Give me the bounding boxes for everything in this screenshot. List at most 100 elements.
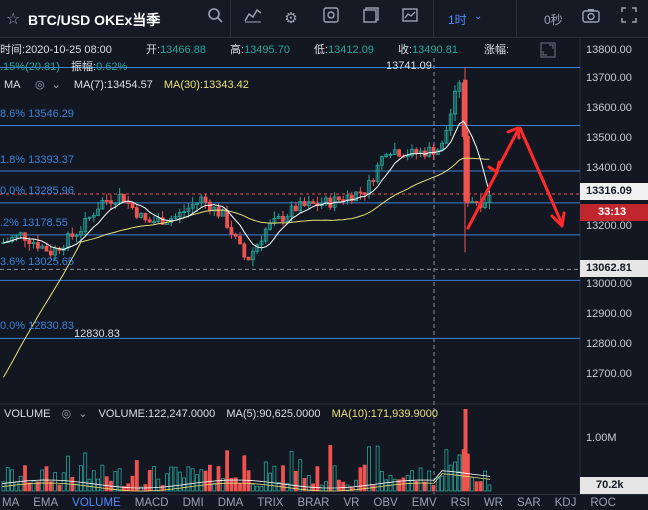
chevron-down-icon[interactable]: ⌄: [474, 11, 483, 22]
volume-bar: [207, 464, 212, 492]
volume-bar: [444, 449, 449, 492]
expand-icon[interactable]: [540, 42, 556, 61]
chevron-down-icon[interactable]: ⌄: [78, 408, 88, 420]
time-value: 2020-10-25 08:00: [25, 44, 112, 56]
tab-ema[interactable]: EMA: [33, 497, 59, 509]
candle: [160, 217, 165, 225]
volume-bar: [478, 481, 483, 492]
volume-bar: [250, 484, 255, 492]
volume-bar: [14, 481, 19, 492]
compare-chart-icon[interactable]: [397, 6, 423, 32]
volume-bar: [74, 483, 79, 492]
open-value: 13466.88: [160, 44, 206, 56]
candle: [130, 202, 135, 209]
camera-icon[interactable]: [578, 6, 604, 32]
eye-icon[interactable]: ◎: [61, 408, 72, 420]
volume-last-tag: 70.2k: [580, 477, 648, 494]
volume-bar: [83, 452, 88, 492]
candle: [440, 142, 445, 151]
vol-ma10-label: MA(10):: [331, 408, 371, 420]
indicator-icon[interactable]: [240, 6, 266, 32]
tab-wr[interactable]: WR: [483, 497, 503, 509]
volume-bar: [448, 464, 453, 492]
fullscreen-icon[interactable]: [616, 6, 642, 32]
candle: [306, 201, 311, 207]
tab-sar[interactable]: SAR: [516, 497, 541, 509]
tab-macd[interactable]: MACD: [134, 497, 169, 509]
volume-bar: [164, 473, 169, 492]
candle: [324, 197, 328, 205]
arrow-down: [518, 126, 564, 226]
volume-bar: [328, 445, 333, 492]
candle: [220, 210, 225, 217]
price-chart[interactable]: [0, 38, 648, 494]
tab-volume[interactable]: VOLUME: [72, 497, 121, 509]
volume-bar: [186, 466, 191, 492]
arrow-up-1: [466, 170, 499, 230]
ma30-line: [3, 157, 490, 378]
symbol-title[interactable]: BTC/USD OKEx当季: [28, 12, 161, 28]
volume-bar: [410, 470, 414, 492]
volume-bar: [48, 481, 53, 492]
vol-ma10-value: 171,939.9000: [370, 408, 439, 420]
candle: [289, 205, 294, 218]
low-label: 低:: [314, 44, 329, 56]
candle: [87, 216, 92, 219]
eye-icon[interactable]: ◎: [34, 79, 45, 91]
candle: [122, 194, 126, 203]
volume-bar: [358, 467, 363, 492]
candle: [177, 211, 182, 217]
ma-legend: MA ◎ ⌄ MA(7):13454.57 MA(30):13343.42: [4, 78, 249, 91]
volume-bar: [61, 472, 66, 492]
candle: [147, 219, 152, 223]
low-value: 13412.09: [328, 44, 374, 56]
interval-select[interactable]: 1时: [448, 13, 467, 27]
volume-bar: [40, 469, 45, 492]
search-icon[interactable]: [202, 6, 228, 32]
tab-roc[interactable]: ROC: [590, 497, 616, 509]
candle: [23, 232, 27, 241]
candle: [367, 180, 371, 195]
chevron-down-icon[interactable]: ⌄: [51, 79, 61, 91]
change-row: .15%(20.81) 振幅:0.62%: [0, 58, 127, 74]
candle: [74, 234, 79, 237]
tab-obv[interactable]: OBV: [373, 497, 398, 509]
volume-bar: [422, 481, 427, 492]
candle: [91, 215, 96, 218]
gear-icon[interactable]: ⚙: [284, 10, 298, 27]
candle: [255, 244, 260, 252]
tab-rsi[interactable]: RSI: [450, 497, 470, 509]
template-icon[interactable]: [358, 6, 384, 32]
volume-bar: [225, 450, 230, 492]
volume-bar: [341, 481, 346, 492]
tab-trix[interactable]: TRIX: [257, 497, 284, 509]
last-price-tag: 13316.09: [580, 183, 648, 200]
volume-bar: [113, 471, 118, 492]
volume-bar: [259, 485, 264, 492]
candle: [233, 233, 238, 237]
tab-kdj[interactable]: KDJ: [554, 497, 577, 509]
candle: [298, 201, 303, 212]
candle: [328, 197, 333, 208]
tab-brar[interactable]: BRAR: [297, 497, 330, 509]
volume-bar: [31, 480, 36, 492]
volume-value: 122,247.0000: [148, 408, 216, 420]
tab-dma[interactable]: DMA: [217, 497, 244, 509]
tab-ma[interactable]: MA: [2, 497, 20, 509]
candle: [341, 199, 346, 202]
candle: [293, 205, 298, 212]
volume-bar: [203, 470, 208, 492]
candle: [431, 146, 436, 155]
star-icon[interactable]: ☆: [6, 11, 21, 28]
volume-ma10-line: [1, 473, 491, 492]
tab-vr[interactable]: VR: [343, 497, 360, 509]
candle: [79, 231, 83, 236]
close-label: 收:: [398, 44, 413, 56]
volume-bar: [371, 485, 376, 492]
ma30-label: MA(30):: [163, 79, 203, 91]
ma-title: MA: [4, 79, 20, 91]
volume-bar: [272, 465, 277, 492]
tab-emv[interactable]: EMV: [411, 497, 437, 509]
drawing-tools-icon[interactable]: [318, 6, 344, 32]
tab-dmi[interactable]: DMI: [182, 497, 204, 509]
